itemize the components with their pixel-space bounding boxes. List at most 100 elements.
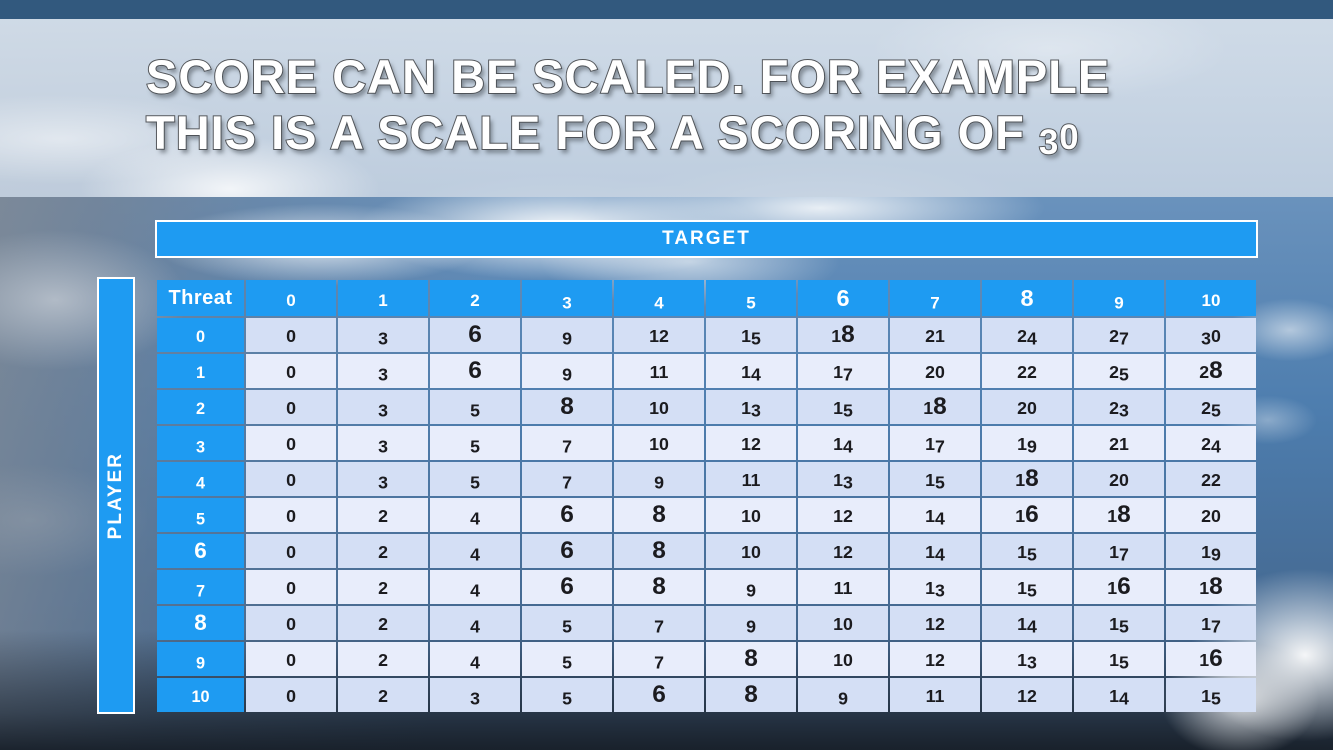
- score-cell: 0: [246, 498, 336, 532]
- score-cell: 19: [982, 426, 1072, 460]
- score-row: 1 0 3 6 9 11 14 17 20 22 25 28: [157, 354, 1256, 388]
- score-cell: 14: [1074, 678, 1164, 712]
- target-col-header: 5: [706, 280, 796, 316]
- score-cell: 3: [338, 390, 428, 424]
- score-cell: 8: [522, 390, 612, 424]
- score-cell: 0: [246, 462, 336, 496]
- score-cell: 24: [982, 318, 1072, 352]
- score-cell: 12: [798, 498, 888, 532]
- score-cell: 7: [614, 642, 704, 676]
- score-cell: 24: [1166, 426, 1256, 460]
- score-cell: 11: [798, 570, 888, 604]
- score-cell: 5: [430, 390, 520, 424]
- player-row-header: 10: [157, 678, 244, 712]
- score-cell: 14: [798, 426, 888, 460]
- score-cell: 15: [1074, 642, 1164, 676]
- score-cell: 4: [430, 534, 520, 568]
- score-cell: 4: [430, 642, 520, 676]
- score-cell: 0: [246, 390, 336, 424]
- score-cell: 5: [522, 606, 612, 640]
- score-row: 8 0 2 4 5 7 9 10 12 14 15 17: [157, 606, 1256, 640]
- score-cell: 20: [1074, 462, 1164, 496]
- score-cell: 5: [430, 462, 520, 496]
- score-row: 5 0 2 4 6 8 10 12 14 16 18 20: [157, 498, 1256, 532]
- score-row: 6 0 2 4 6 8 10 12 14 15 17 19: [157, 534, 1256, 568]
- score-cell: 9: [614, 462, 704, 496]
- score-cell: 16: [1074, 570, 1164, 604]
- score-cell: 15: [982, 534, 1072, 568]
- score-cell: 10: [706, 534, 796, 568]
- player-row-header: 1: [157, 354, 244, 388]
- score-cell: 3: [338, 462, 428, 496]
- score-cell: 15: [1166, 678, 1256, 712]
- score-cell: 27: [1074, 318, 1164, 352]
- score-matrix-table: Threat 0 1 2 3 4 5 6 7 8 9 10 0 0 3 6 9 12 15 18 21 24 27 30 1 0 3…: [155, 278, 1258, 714]
- player-row-header: 0: [157, 318, 244, 352]
- score-cell: 6: [430, 354, 520, 388]
- target-axis-bar: TARGET: [155, 220, 1258, 258]
- score-row: 10 0 2 3 5 6 8 9 11 12 14 15: [157, 678, 1256, 712]
- target-col-header: 10: [1166, 280, 1256, 316]
- score-cell: 3: [338, 426, 428, 460]
- player-row-header: 2: [157, 390, 244, 424]
- slide-title: SCORE CAN BE SCALED. FOR EXAMPLE THIS IS…: [0, 19, 1333, 166]
- score-cell: 12: [798, 534, 888, 568]
- score-cell: 11: [706, 462, 796, 496]
- score-cell: 30: [1166, 318, 1256, 352]
- score-cell: 8: [706, 678, 796, 712]
- score-cell: 12: [890, 606, 980, 640]
- score-cell: 6: [614, 678, 704, 712]
- score-cell: 20: [890, 354, 980, 388]
- score-row: 7 0 2 4 6 8 9 11 13 15 16 18: [157, 570, 1256, 604]
- score-cell: 2: [338, 534, 428, 568]
- player-row-header: 7: [157, 570, 244, 604]
- score-cell: 25: [1166, 390, 1256, 424]
- score-cell: 14: [890, 498, 980, 532]
- player-row-header: 8: [157, 606, 244, 640]
- score-cell: 2: [338, 570, 428, 604]
- score-cell: 15: [798, 390, 888, 424]
- score-cell: 15: [1074, 606, 1164, 640]
- player-row-header: 3: [157, 426, 244, 460]
- score-cell: 0: [246, 570, 336, 604]
- score-cell: 11: [614, 354, 704, 388]
- score-cell: 9: [706, 606, 796, 640]
- target-col-header: 8: [982, 280, 1072, 316]
- score-cell: 10: [614, 390, 704, 424]
- player-row-header: 6: [157, 534, 244, 568]
- score-cell: 3: [338, 354, 428, 388]
- score-cell: 13: [982, 642, 1072, 676]
- score-cell: 2: [338, 642, 428, 676]
- score-cell: 15: [706, 318, 796, 352]
- score-cell: 13: [890, 570, 980, 604]
- score-cell: 18: [982, 462, 1072, 496]
- score-cell: 28: [1166, 354, 1256, 388]
- score-cell: 8: [706, 642, 796, 676]
- score-cell: 6: [522, 570, 612, 604]
- player-axis-bar: PLAYER: [97, 277, 135, 714]
- target-col-header: 7: [890, 280, 980, 316]
- score-cell: 11: [890, 678, 980, 712]
- slide-title-line-1: SCORE CAN BE SCALED. FOR EXAMPLE: [145, 49, 1111, 104]
- score-cell: 21: [890, 318, 980, 352]
- score-cell: 13: [798, 462, 888, 496]
- score-cell: 10: [798, 642, 888, 676]
- score-cell: 23: [1074, 390, 1164, 424]
- score-cell: 7: [522, 426, 612, 460]
- score-cell: 6: [430, 318, 520, 352]
- threat-corner-cell: Threat: [157, 280, 244, 316]
- target-axis-label: TARGET: [662, 228, 751, 249]
- title-banner: SCORE CAN BE SCALED. FOR EXAMPLE THIS IS…: [0, 19, 1333, 197]
- score-cell: 18: [890, 390, 980, 424]
- score-cell: 8: [614, 570, 704, 604]
- score-cell: 14: [706, 354, 796, 388]
- score-cell: 18: [1074, 498, 1164, 532]
- player-row-header: 5: [157, 498, 244, 532]
- score-cell: 20: [1166, 498, 1256, 532]
- score-cell: 15: [890, 462, 980, 496]
- target-col-header: 9: [1074, 280, 1164, 316]
- score-cell: 17: [798, 354, 888, 388]
- score-cell: 12: [614, 318, 704, 352]
- score-cell: 8: [614, 498, 704, 532]
- score-cell: 7: [522, 462, 612, 496]
